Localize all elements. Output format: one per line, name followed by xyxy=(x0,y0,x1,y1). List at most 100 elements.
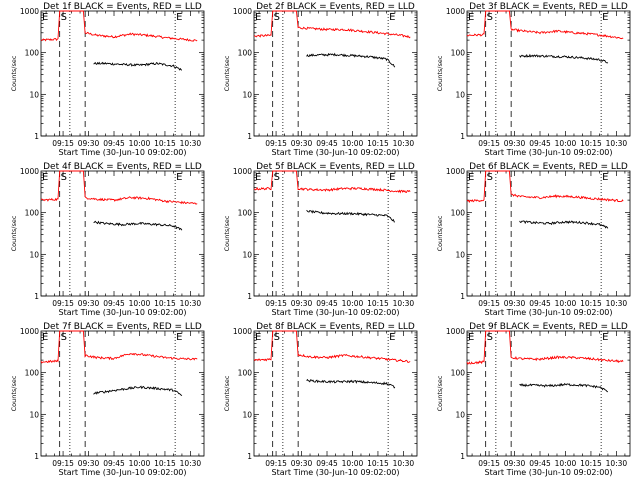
x-tick-label: 09:30 xyxy=(504,139,526,148)
y-tick-label: 100 xyxy=(451,209,466,218)
y-tick-label: 1000 xyxy=(20,7,39,16)
x-tick-label: 10:00 xyxy=(342,459,364,468)
panel-title: Det 5f BLACK = Events, RED = LLD xyxy=(256,162,415,172)
y-tick-label: 1000 xyxy=(233,167,252,176)
eclipse-marker-label: E xyxy=(468,172,474,183)
x-tick-label: 09:45 xyxy=(529,139,551,148)
y-tick-label: 10 xyxy=(242,410,252,419)
detector-panel-1: Det 1f BLACK = Events, RED = LLD 1 10 100 10… xyxy=(10,2,205,157)
x-tick-label: 10:30 xyxy=(180,139,202,148)
eclipse-marker-label: E xyxy=(176,12,182,23)
lld-series-line xyxy=(40,10,198,42)
x-tick-label: 10:15 xyxy=(154,459,176,468)
plot-frame xyxy=(466,330,631,457)
x-tick-label: 10:30 xyxy=(180,299,202,308)
plot-frame xyxy=(466,10,631,137)
x-tick-label: 09:30 xyxy=(78,139,100,148)
x-tick-label: 10:30 xyxy=(606,139,628,148)
lld-series-line xyxy=(253,330,411,363)
events-series-line xyxy=(306,378,396,389)
events-series-line xyxy=(93,220,183,231)
y-tick-label: 1000 xyxy=(446,167,465,176)
y-axis-label: Counts/sec xyxy=(223,375,231,411)
y-tick-label: 100 xyxy=(238,209,253,218)
x-tick-label: 10:30 xyxy=(606,459,628,468)
y-axis-label: Counts/sec xyxy=(223,55,231,91)
x-tick-label: 09:30 xyxy=(291,139,313,148)
x-tick-label: 10:30 xyxy=(393,139,415,148)
eclipse-marker-label: E xyxy=(42,172,48,183)
y-tick-label: 1 xyxy=(34,132,39,141)
x-tick-label: 09:15 xyxy=(265,139,287,148)
y-tick-label: 100 xyxy=(25,369,40,378)
y-tick-label: 1000 xyxy=(233,327,252,336)
x-tick-label: 10:15 xyxy=(367,299,389,308)
lld-series-line xyxy=(466,330,624,365)
detector-panel-6: Det 6f BLACK = Events, RED = LLD 1 10 100 10… xyxy=(436,162,631,317)
x-tick-label: 10:15 xyxy=(580,459,602,468)
x-axis-label: Start Time (30-Jun-10 09:02:00) xyxy=(485,148,613,157)
y-axis-label: Counts/sec xyxy=(10,55,18,91)
lld-series-line xyxy=(466,170,624,203)
panel-title: Det 3f BLACK = Events, RED = LLD xyxy=(469,2,628,12)
y-tick-label: 1000 xyxy=(233,7,252,16)
lld-series-line xyxy=(254,10,411,39)
sun-marker-label: S xyxy=(61,12,67,23)
y-tick-label: 10 xyxy=(455,410,465,419)
y-tick-label: 100 xyxy=(25,49,40,58)
detector-panel-4: Det 4f BLACK = Events, RED = LLD 1 10 100 10… xyxy=(10,162,205,317)
y-tick-label: 10 xyxy=(242,250,252,259)
eclipse-marker-label: E xyxy=(389,12,395,23)
x-tick-label: 10:00 xyxy=(129,459,151,468)
sun-marker-label: S xyxy=(61,332,67,343)
detector-panel-7: Det 7f BLACK = Events, RED = LLD 1 10 100 10… xyxy=(10,322,205,477)
eclipse-marker-label: E xyxy=(176,172,182,183)
events-series-line xyxy=(519,53,609,64)
x-tick-label: 09:45 xyxy=(529,299,551,308)
eclipse-marker-label: E xyxy=(602,332,608,343)
eclipse-marker-label: E xyxy=(42,12,48,23)
y-axis-label: Counts/sec xyxy=(436,215,444,251)
eclipse-marker-label: E xyxy=(389,332,395,343)
sun-marker-label: S xyxy=(274,172,280,183)
eclipse-marker-label: E xyxy=(602,172,608,183)
eclipse-marker-label: E xyxy=(255,172,261,183)
x-tick-label: 10:15 xyxy=(367,139,389,148)
y-tick-label: 1 xyxy=(34,452,39,461)
y-tick-label: 1 xyxy=(247,132,252,141)
eclipse-marker-label: E xyxy=(176,332,182,343)
x-axis-label: Start Time (30-Jun-10 09:02:00) xyxy=(485,468,613,477)
eclipse-marker-label: E xyxy=(42,332,48,343)
lld-series-line xyxy=(466,10,624,40)
y-tick-label: 1 xyxy=(247,452,252,461)
events-series-line xyxy=(519,382,608,393)
y-axis-label: Counts/sec xyxy=(10,215,18,251)
x-tick-label: 09:15 xyxy=(265,459,287,468)
y-axis-label: Counts/sec xyxy=(436,375,444,411)
detector-panel-2: Det 2f BLACK = Events, RED = LLD 1 10 100 10… xyxy=(223,2,418,157)
x-tick-label: 09:45 xyxy=(316,139,338,148)
eclipse-marker-label: E xyxy=(255,332,261,343)
x-tick-label: 09:45 xyxy=(103,139,125,148)
x-tick-label: 09:15 xyxy=(478,299,500,308)
x-tick-label: 10:30 xyxy=(180,459,202,468)
x-tick-label: 10:15 xyxy=(367,459,389,468)
eclipse-marker-label: E xyxy=(468,12,474,23)
x-tick-label: 10:00 xyxy=(342,299,364,308)
y-tick-label: 100 xyxy=(25,209,40,218)
sun-marker-label: S xyxy=(61,172,67,183)
x-axis-label: Start Time (30-Jun-10 09:02:00) xyxy=(59,468,187,477)
x-tick-label: 09:15 xyxy=(52,459,74,468)
y-tick-label: 10 xyxy=(242,90,252,99)
y-tick-label: 10 xyxy=(29,410,39,419)
eclipse-marker-label: E xyxy=(468,332,474,343)
plot-frame xyxy=(466,170,631,297)
y-tick-label: 1 xyxy=(460,132,465,141)
panel-title: Det 8f BLACK = Events, RED = LLD xyxy=(256,322,415,332)
x-tick-label: 09:45 xyxy=(529,459,551,468)
panel-title: Det 4f BLACK = Events, RED = LLD xyxy=(43,162,202,172)
eclipse-marker-label: E xyxy=(255,12,261,23)
detector-panel-9: Det 9f BLACK = Events, RED = LLD 1 10 100 10… xyxy=(436,322,631,477)
x-axis-label: Start Time (30-Jun-10 09:02:00) xyxy=(59,148,187,157)
